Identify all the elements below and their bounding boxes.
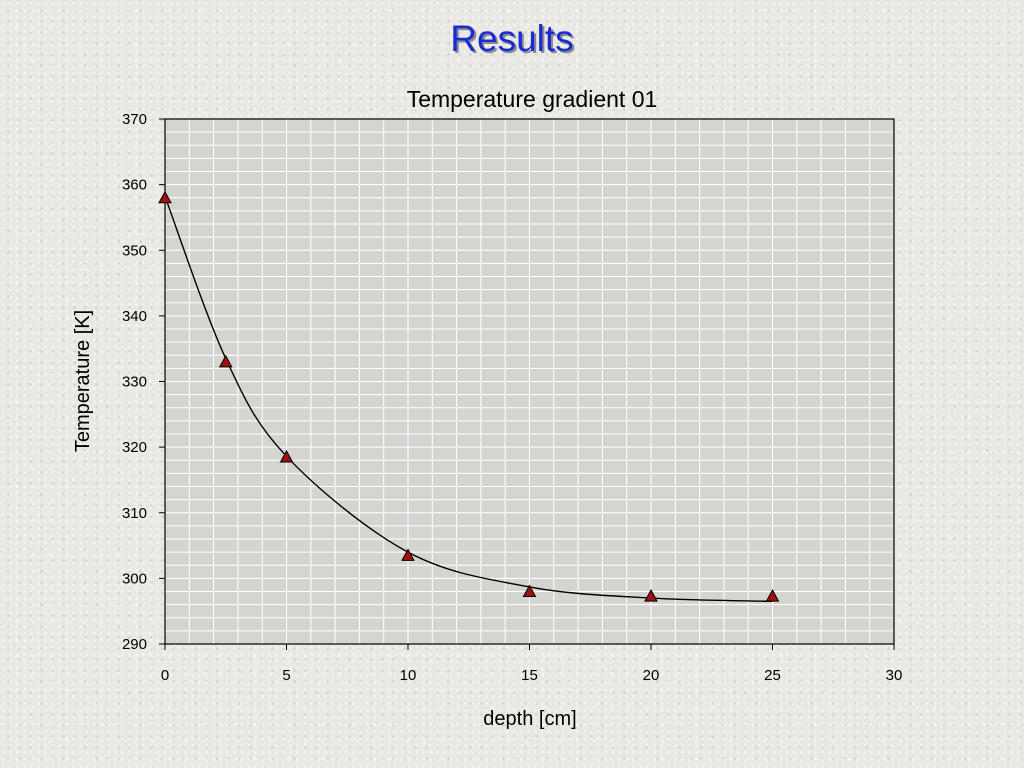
y-tick-label: 370 [122,111,147,128]
y-tick-label: 350 [122,242,147,259]
y-tick-label: 360 [122,177,147,194]
y-tick-label: 310 [122,505,147,522]
x-tick-label: 20 [643,667,660,684]
x-axis-title: depth [cm] [483,708,576,730]
data-point [218,354,233,368]
y-tick-label: 290 [122,636,147,653]
data-point [765,589,780,602]
x-tick-label: 5 [282,667,290,684]
data-point [401,548,415,561]
data-point [279,449,294,463]
y-axis-title: Temperature [K] [72,310,94,452]
axis-ticks: 0 5 10 15 20 25 30 290 300 310 320 330 340 350 360 370 [122,111,902,684]
x-tick-label: 30 [886,667,903,684]
y-tick-label: 320 [122,439,147,456]
data-point [644,589,658,602]
y-tick-label: 330 [122,374,147,391]
slide-title: Results [450,18,574,59]
x-tick-label: 15 [521,667,538,684]
x-tick-label: 0 [161,667,169,684]
x-tick-label: 25 [764,667,781,684]
chart-title: Temperature gradient 01 [407,86,658,112]
x-tick-label: 10 [400,667,417,684]
y-tick-label: 340 [122,308,147,325]
data-points [158,190,780,602]
y-tick-label: 300 [122,570,147,587]
data-point [522,584,537,597]
data-point [158,190,172,204]
grid-lines [164,118,895,645]
